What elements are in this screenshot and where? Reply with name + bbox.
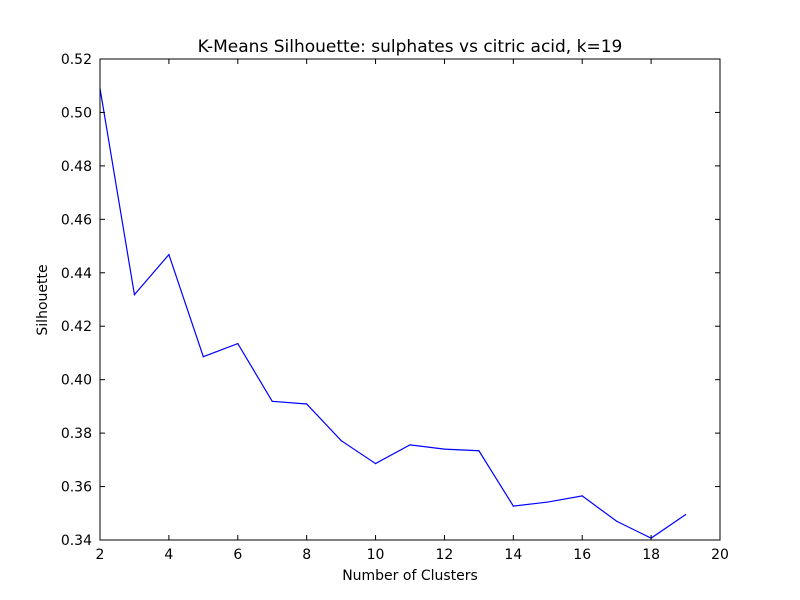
x-tick-label: 2 [96, 547, 105, 563]
x-tick-label: 12 [436, 547, 454, 563]
data-point [443, 448, 446, 450]
data-point [512, 505, 514, 507]
data-point [581, 495, 583, 497]
chart-title: K-Means Silhouette: sulphates vs citric … [198, 37, 623, 57]
series-line [99, 88, 686, 539]
x-tick-label: 14 [504, 547, 522, 563]
x-tick-label: 18 [642, 547, 660, 563]
x-tick-label: 10 [367, 547, 385, 563]
x-axis: 2 4 6 8 10 12 14 16 18 20 [96, 59, 729, 563]
data-point [616, 520, 618, 522]
y-axis-title: Silhouette [35, 264, 51, 335]
data-point [306, 403, 308, 405]
data-point [237, 342, 239, 345]
x-axis-title: Number of Clusters [342, 568, 478, 584]
y-tick-label: 0.34 [61, 533, 92, 549]
x-tick-label: 4 [164, 547, 173, 563]
y-tick-label: 0.36 [61, 480, 92, 496]
x-tick-label: 8 [302, 547, 311, 563]
y-tick-label: 0.52 [61, 52, 92, 68]
y-tick-label: 0.50 [61, 105, 92, 121]
plot-area [100, 59, 720, 540]
data-point [478, 450, 480, 452]
data-point [271, 400, 273, 402]
x-tick-label: 20 [711, 547, 729, 563]
series-layer [99, 87, 687, 539]
data-point [168, 254, 170, 256]
y-tick-label: 0.38 [61, 426, 92, 442]
y-tick-label: 0.44 [61, 266, 92, 282]
y-tick-label: 0.48 [61, 159, 92, 175]
data-point [409, 444, 411, 446]
y-tick-label: 0.40 [61, 373, 92, 389]
y-axis: 0.34 0.36 0.38 0.40 0.42 0.44 0.46 0.48 0.50 0.52 [61, 52, 720, 549]
data-point [202, 356, 204, 358]
x-tick-label: 16 [573, 547, 591, 563]
data-point [684, 514, 687, 516]
y-tick-label: 0.46 [61, 212, 92, 228]
data-point [374, 462, 377, 465]
plot-frame [99, 58, 721, 541]
y-tick-label: 0.42 [61, 319, 92, 335]
data-point [133, 294, 136, 296]
data-point [340, 439, 342, 442]
data-point [547, 501, 549, 503]
x-tick-label: 6 [233, 547, 242, 563]
